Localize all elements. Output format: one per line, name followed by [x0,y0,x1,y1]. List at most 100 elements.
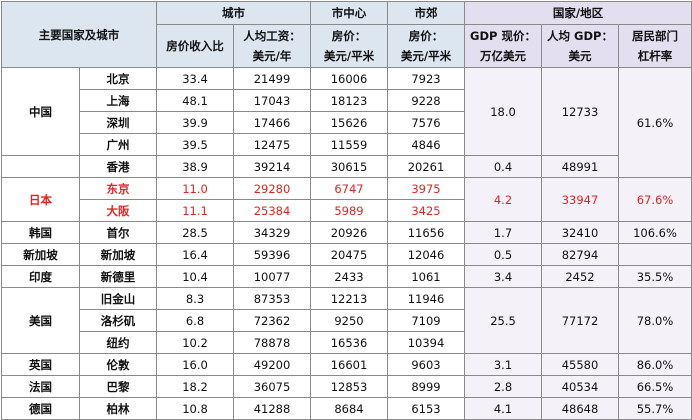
center-price-cell: 30615 [310,155,388,178]
country-cell: 日本 [1,177,80,222]
gdp-cell: 3.4 [464,265,542,288]
gdp-cell: 2.8 [464,375,542,398]
wage-cell: 12475 [233,133,311,156]
wage-cell: 10077 [233,265,311,288]
city-cell: 新加坡 [79,243,157,266]
ratio-cell: 39.5 [156,133,234,156]
center-price-cell: 18123 [310,89,388,112]
ratio-cell: 10.2 [156,331,234,354]
gdp-cell: 1.7 [464,221,542,244]
gdp-per-capita-cell: 48648 [541,397,619,420]
country-cell: 印度 [1,265,80,288]
leverage-cell: 35.5% [617,265,692,288]
center-price-cell: 5989 [310,199,388,222]
gdp-per-capita-cell: 32410 [541,221,619,244]
suburb-price-cell: 1061 [387,265,465,288]
leverage-cell: 67.6% [617,177,692,222]
table-row: 英国 伦敦 16.0 49200 16601 9603 3.1 45580 86… [1,353,692,376]
gdp-per-capita-cell: 45580 [541,353,619,376]
table-row: 韩国 首尔 28.5 34329 20926 11656 1.7 32410 1… [1,221,692,244]
city-cell: 上海 [79,89,157,112]
table-row: 印度 新德里 10.4 10077 2433 1061 3.4 2452 35.… [1,265,692,288]
header-gdp-per-capita: 人均 GDP： 美元 [541,24,619,68]
country-cell: 英国 [1,353,80,376]
city-cell: 首尔 [79,221,157,244]
gdp-cell: 18.0 [464,67,542,156]
header-group-center: 市中心 [310,1,388,25]
header-leverage: 居民部门 杠杆率 [617,24,692,68]
wage-cell: 87353 [233,287,311,310]
ratio-cell: 16.4 [156,243,234,266]
city-cell: 北京 [79,67,157,90]
city-cell: 旧金山 [79,287,157,310]
table-row: 上海 48.1 17043 18123 9228 [2,89,692,112]
header-center-price: 房价： 美元/平米 [310,24,388,68]
country-cell: 美国 [1,287,80,354]
city-cell: 广州 [79,133,157,156]
ratio-cell: 11.1 [156,199,234,222]
suburb-price-cell: 7109 [387,309,465,332]
suburb-price-cell: 9228 [387,89,465,112]
wage-cell: 17043 [233,89,311,112]
wage-cell: 41288 [233,397,311,420]
suburb-price-cell: 4846 [387,133,465,156]
country-cell: 德国 [1,397,80,420]
city-cell: 柏林 [79,397,157,420]
gdp-per-capita-cell: 82794 [541,243,619,266]
gdp-per-capita-cell: 40534 [541,375,619,398]
ratio-cell: 28.5 [156,221,234,244]
city-cell: 伦敦 [79,353,157,376]
table-row: 法国 巴黎 18.2 36075 12853 8999 2.8 40534 66… [1,375,692,398]
country-cell: 新加坡 [1,243,80,266]
leverage-cell: 55.7% [617,397,692,420]
wage-cell: 78878 [233,331,311,354]
header-group-city: 城市 [156,1,311,25]
wage-cell: 59396 [233,243,311,266]
center-price-cell: 6747 [310,177,388,200]
suburb-price-cell: 7923 [387,67,465,90]
ratio-cell: 39.9 [156,111,234,134]
gdp-per-capita-cell: 77172 [541,287,619,354]
wage-cell: 49200 [233,353,311,376]
center-price-cell: 11559 [310,133,388,156]
center-price-cell: 8684 [310,397,388,420]
center-price-cell: 15626 [310,111,388,134]
suburb-price-cell: 11946 [387,287,465,310]
country-cell: 中国 [1,67,80,156]
suburb-price-cell: 10394 [387,331,465,354]
table-row: 大阪 11.1 25384 5989 3425 [2,199,692,222]
gdp-per-capita-cell: 2452 [541,265,619,288]
ratio-cell: 16.0 [156,353,234,376]
ratio-cell: 6.8 [156,309,234,332]
wage-cell: 36075 [233,375,311,398]
table-row: 广州 39.5 12475 11559 4846 [2,133,692,156]
ratio-cell: 48.1 [156,89,234,112]
table-row: 洛杉矶 6.8 72362 9250 7109 [2,309,692,332]
suburb-price-cell: 3975 [387,177,465,200]
center-price-cell: 12213 [310,287,388,310]
table-row: 美国 旧金山 8.3 87353 12213 11946 25.5 77172 … [1,287,692,354]
center-price-cell: 20475 [310,243,388,266]
ratio-cell: 33.4 [156,67,234,90]
suburb-price-cell: 12046 [387,243,465,266]
leverage-cell: 86.0% [617,353,692,376]
suburb-price-cell: 7576 [387,111,465,134]
gdp-cell: 0.4 [464,155,542,178]
center-price-cell: 16536 [310,331,388,354]
header-corner: 主要国家及城市 [1,1,157,68]
leverage-cell: 78.0% [617,287,692,354]
city-cell: 大阪 [79,199,157,222]
gdp-cell: 25.5 [464,287,542,354]
gdp-cell: 4.2 [464,177,542,222]
leverage-cell: 61.6% [617,67,692,178]
suburb-price-cell: 11656 [387,221,465,244]
ratio-cell: 10.8 [156,397,234,420]
city-cell: 新德里 [79,265,157,288]
gdp-per-capita-cell: 12733 [541,67,619,156]
suburb-price-cell: 8999 [387,375,465,398]
suburb-price-cell: 20261 [387,155,465,178]
table-row: 香港 38.9 39214 30615 20261 0.4 48991 [1,155,692,178]
table-row: 中国 北京 33.4 21499 16006 7923 18.0 12733 6… [1,67,692,178]
country-cell: 法国 [1,375,80,398]
